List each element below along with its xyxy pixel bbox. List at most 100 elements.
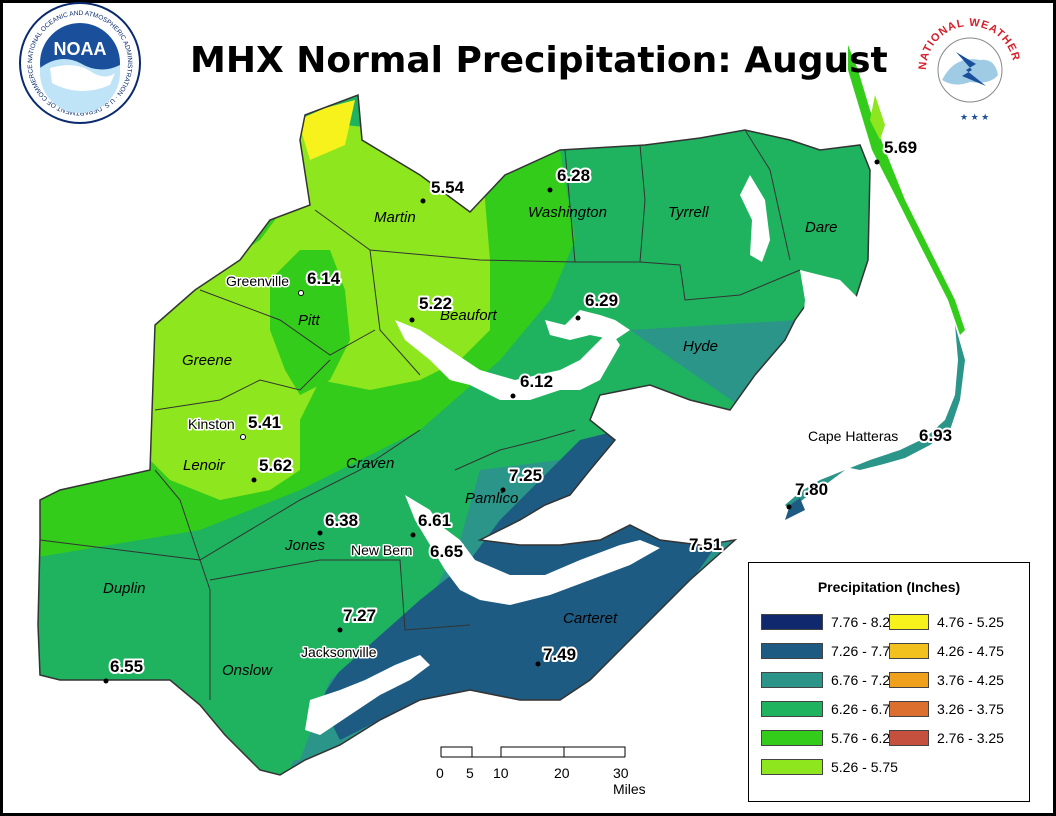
legend-swatch	[889, 614, 929, 630]
station-value: 5.41	[248, 413, 281, 432]
legend-label: 7.76 - 8.25	[831, 614, 898, 630]
county-label-carteret: Carteret	[563, 610, 618, 627]
legend-label: 2.76 - 3.25	[937, 730, 1004, 746]
legend-item: 6.26 - 6.75	[761, 700, 898, 718]
county-label-pitt: Pitt	[298, 312, 321, 329]
legend: Precipitation (Inches) 7.76 - 8.25 7.26 -…	[748, 562, 1030, 802]
county-label-beaufort: Beaufort	[440, 307, 498, 324]
station-value: 6.61	[418, 511, 451, 530]
county-label-lenoir: Lenoir	[183, 457, 226, 474]
legend-swatch	[889, 672, 929, 688]
svg-text:★ ★ ★: ★ ★ ★	[960, 112, 989, 122]
station-dot	[240, 434, 246, 440]
legend-item: 3.76 - 4.25	[889, 671, 1004, 689]
county-borders	[37, 93, 871, 776]
station-dot	[575, 315, 581, 321]
county-label-jones: Jones	[284, 537, 326, 554]
legend-swatch	[889, 643, 929, 659]
station-value: 6.93	[919, 426, 952, 445]
station-dot	[420, 198, 426, 204]
legend-item: 4.26 - 4.75	[889, 642, 1004, 660]
legend-swatch	[761, 759, 823, 775]
station-value: 5.62	[259, 456, 292, 475]
station-value: 6.38	[325, 511, 358, 530]
county-label-tyrrell: Tyrrell	[668, 204, 709, 221]
station-dot	[409, 317, 415, 323]
water-bodies	[305, 175, 920, 735]
station-name: Jacksonville	[301, 644, 377, 660]
scale-bar	[440, 746, 626, 758]
station-labels: 5.54 6.28 5.69 Greenville 6.14 5.22 6.29…	[108, 136, 954, 678]
legend-item: 5.26 - 5.75	[761, 758, 898, 776]
station-dot	[103, 678, 109, 684]
station-name: Greenville	[226, 273, 289, 289]
station-dot	[251, 477, 257, 483]
legend-label: 6.26 - 6.75	[831, 701, 898, 717]
legend-swatch	[889, 730, 929, 746]
scale-bar-labels: 0 5 10 20 30 Miles	[430, 745, 646, 797]
station-value: 5.54	[431, 178, 465, 197]
legend-swatch	[761, 643, 823, 659]
station-dot	[500, 487, 506, 493]
legend-item: 7.76 - 8.25	[761, 613, 898, 631]
nws-logo: NATIONAL WEATHER SERVICE ★ ★ ★	[912, 12, 1028, 128]
legend-item: 5.76 - 6.25	[761, 729, 898, 747]
legend-item: 2.76 - 3.25	[889, 729, 1004, 747]
legend-label: 5.26 - 5.75	[831, 759, 898, 775]
legend-label: 6.76 - 7.25	[831, 672, 898, 688]
station-value: 6.65	[430, 542, 463, 561]
county-label-craven: Craven	[346, 455, 394, 472]
county-labels: Martin Washington Tyrrell Dare Pitt Beau…	[103, 204, 838, 679]
noaa-logo: NATIONAL OCEANIC AND ATMOSPHERIC ADMINIS…	[19, 2, 141, 124]
legend-item: 6.76 - 7.25	[761, 671, 898, 689]
station-value: 6.29	[585, 291, 618, 310]
county-label-duplin: Duplin	[103, 580, 146, 597]
county-label-washington: Washington	[528, 204, 607, 221]
station-dot	[410, 532, 416, 538]
legend-swatch	[761, 672, 823, 688]
legend-item: 3.26 - 3.75	[889, 700, 1004, 718]
county-label-hyde: Hyde	[683, 338, 718, 355]
county-label-martin: Martin	[374, 209, 416, 226]
scale-label: 10	[493, 765, 509, 781]
station-dot	[535, 661, 541, 667]
station-dot	[337, 627, 343, 633]
legend-swatch	[761, 614, 823, 630]
outer-banks	[785, 45, 965, 520]
station-value: 5.69	[884, 138, 917, 157]
scale-label: 5	[466, 765, 474, 781]
map-title: MHX Normal Precipitation: August	[190, 40, 888, 81]
station-value: 7.25	[509, 466, 542, 485]
noaa-logo-text: NOAA	[54, 39, 107, 59]
county-label-pamlico: Pamlico	[465, 490, 518, 507]
scale-label: 20	[554, 765, 570, 781]
legend-item: 4.76 - 5.25	[889, 613, 1004, 631]
legend-label: 5.76 - 6.25	[831, 730, 898, 746]
station-name: Cape Hatteras	[808, 428, 898, 444]
station-value: 6.28	[557, 166, 590, 185]
station-value: 5.22	[419, 294, 452, 313]
legend-title: Precipitation (Inches)	[817, 579, 961, 595]
legend-label: 4.26 - 4.75	[937, 643, 1004, 659]
legend-label: 4.76 - 5.25	[937, 614, 1004, 630]
station-dot	[786, 504, 792, 510]
station-markers	[103, 159, 880, 684]
station-name: Kinston	[188, 416, 235, 432]
county-label-dare: Dare	[805, 219, 838, 236]
station-name: New Bern	[351, 542, 412, 558]
station-dot	[317, 530, 323, 536]
station-value: 6.55	[110, 657, 143, 676]
legend-label: 3.26 - 3.75	[937, 701, 1004, 717]
station-value: 7.80	[795, 480, 828, 499]
station-dot	[298, 290, 304, 296]
station-value: 7.51	[689, 535, 722, 554]
station-dot	[547, 187, 553, 193]
legend-item: 7.26 - 7.75	[761, 642, 898, 660]
scale-label: 0	[436, 765, 444, 781]
county-label-onslow: Onslow	[222, 662, 273, 679]
county-label-greene: Greene	[182, 352, 232, 369]
legend-swatch	[889, 701, 929, 717]
station-value: 6.14	[307, 269, 341, 288]
